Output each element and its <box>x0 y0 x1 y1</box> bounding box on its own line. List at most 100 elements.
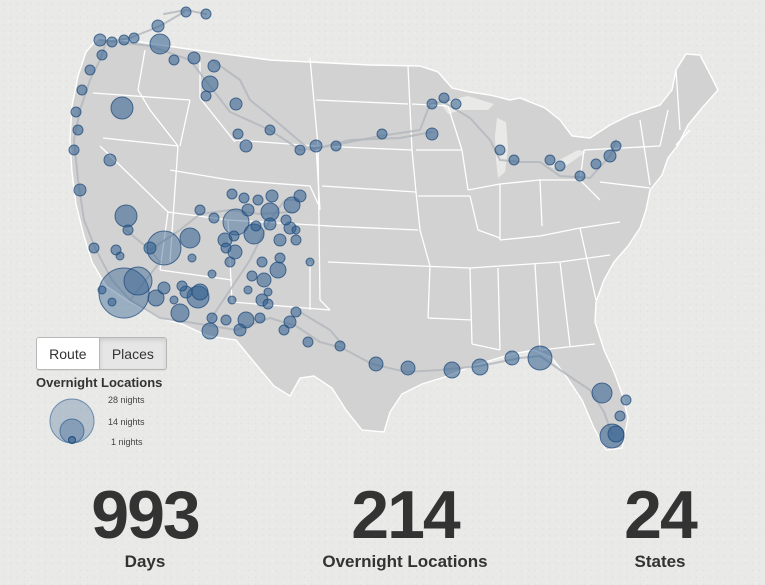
overnight-location-marker[interactable] <box>200 90 212 102</box>
overnight-location-marker[interactable] <box>330 140 342 152</box>
overnight-location-marker[interactable] <box>114 204 138 228</box>
overnight-location-marker[interactable] <box>224 256 236 268</box>
overnight-location-marker[interactable] <box>265 189 279 203</box>
route-button[interactable]: Route <box>37 338 100 369</box>
overnight-location-marker[interactable] <box>290 234 302 246</box>
overnight-location-marker[interactable] <box>180 6 192 18</box>
overnight-location-marker[interactable] <box>191 283 209 301</box>
us-map[interactable] <box>0 0 765 470</box>
overnight-location-marker[interactable] <box>278 324 290 336</box>
overnight-location-marker[interactable] <box>241 203 255 217</box>
overnight-location-marker[interactable] <box>103 153 117 167</box>
overnight-location-marker[interactable] <box>544 154 556 166</box>
overnight-location-marker[interactable] <box>263 287 273 297</box>
overnight-location-marker[interactable] <box>250 220 262 232</box>
overnight-location-marker[interactable] <box>554 160 566 172</box>
overnight-location-marker[interactable] <box>73 183 87 197</box>
overnight-location-marker[interactable] <box>128 32 140 44</box>
overnight-location-marker[interactable] <box>273 233 287 247</box>
overnight-location-marker[interactable] <box>264 124 276 136</box>
overnight-location-marker[interactable] <box>243 285 253 295</box>
overnight-location-marker[interactable] <box>96 49 108 61</box>
overnight-location-marker[interactable] <box>254 312 266 324</box>
overnight-location-marker[interactable] <box>256 256 268 268</box>
overnight-location-marker[interactable] <box>574 170 586 182</box>
overnight-location-marker[interactable] <box>208 212 220 224</box>
overnight-location-marker[interactable] <box>443 361 461 379</box>
overnight-location-marker[interactable] <box>200 8 212 20</box>
overnight-location-marker[interactable] <box>376 128 388 140</box>
overnight-location-marker[interactable] <box>256 272 272 288</box>
overnight-location-marker[interactable] <box>400 360 416 376</box>
overnight-location-marker[interactable] <box>220 314 232 326</box>
overnight-location-marker[interactable] <box>72 124 84 136</box>
overnight-location-marker[interactable] <box>368 356 384 372</box>
overnight-location-marker[interactable] <box>147 289 165 307</box>
overnight-location-marker[interactable] <box>201 75 219 93</box>
overnight-location-marker[interactable] <box>263 217 277 231</box>
overnight-location-marker[interactable] <box>269 261 287 279</box>
overnight-location-marker[interactable] <box>122 224 134 236</box>
overnight-location-marker[interactable] <box>494 144 506 156</box>
overnight-location-markers[interactable] <box>68 6 632 449</box>
overnight-location-marker[interactable] <box>294 144 306 156</box>
overnight-location-marker[interactable] <box>290 306 302 318</box>
overnight-location-marker[interactable] <box>610 140 622 152</box>
overnight-location-marker[interactable] <box>207 269 217 279</box>
overnight-location-marker[interactable] <box>143 241 157 255</box>
overnight-location-marker[interactable] <box>283 315 297 329</box>
overnight-location-marker[interactable] <box>309 139 323 153</box>
overnight-location-marker[interactable] <box>262 298 274 310</box>
overnight-location-marker[interactable] <box>176 280 188 292</box>
overnight-location-marker[interactable] <box>227 295 237 305</box>
overnight-location-marker[interactable] <box>426 98 438 110</box>
overnight-location-marker[interactable] <box>179 227 201 249</box>
overnight-location-marker[interactable] <box>168 54 180 66</box>
overnight-location-marker[interactable] <box>471 358 489 376</box>
overnight-location-marker[interactable] <box>252 194 264 206</box>
overnight-location-marker[interactable] <box>233 323 247 337</box>
overnight-location-marker[interactable] <box>620 394 632 406</box>
overnight-location-marker[interactable] <box>508 154 520 166</box>
overnight-location-marker[interactable] <box>334 340 346 352</box>
overnight-location-marker[interactable] <box>70 106 82 118</box>
overnight-location-marker[interactable] <box>201 322 219 340</box>
overnight-location-marker[interactable] <box>527 345 553 371</box>
overnight-location-marker[interactable] <box>149 33 171 55</box>
overnight-location-marker[interactable] <box>68 144 80 156</box>
overnight-location-marker[interactable] <box>76 84 88 96</box>
overnight-location-marker[interactable] <box>293 189 307 203</box>
overnight-location-marker[interactable] <box>170 303 190 323</box>
overnight-location-marker[interactable] <box>280 214 292 226</box>
overnight-location-marker[interactable] <box>157 281 171 295</box>
overnight-location-marker[interactable] <box>603 149 617 163</box>
overnight-location-marker[interactable] <box>504 350 520 366</box>
overnight-location-marker[interactable] <box>590 158 602 170</box>
overnight-location-marker[interactable] <box>115 251 125 261</box>
overnight-location-marker[interactable] <box>169 295 179 305</box>
overnight-location-marker[interactable] <box>246 270 258 282</box>
overnight-location-marker[interactable] <box>238 192 250 204</box>
overnight-location-marker[interactable] <box>228 230 240 242</box>
overnight-location-marker[interactable] <box>118 34 130 46</box>
overnight-location-marker[interactable] <box>232 128 244 140</box>
places-button[interactable]: Places <box>99 338 166 369</box>
overnight-location-marker[interactable] <box>291 225 301 235</box>
overnight-location-marker[interactable] <box>84 64 96 76</box>
overnight-location-marker[interactable] <box>151 19 165 33</box>
overnight-location-marker[interactable] <box>438 92 450 104</box>
overnight-location-marker[interactable] <box>194 204 206 216</box>
overnight-location-marker[interactable] <box>207 59 221 73</box>
overnight-location-marker[interactable] <box>88 242 100 254</box>
overnight-location-marker[interactable] <box>220 242 232 254</box>
overnight-location-marker[interactable] <box>206 312 218 324</box>
overnight-location-marker[interactable] <box>187 253 197 263</box>
overnight-location-marker[interactable] <box>425 127 439 141</box>
overnight-location-marker[interactable] <box>229 97 243 111</box>
overnight-location-marker[interactable] <box>305 257 315 267</box>
overnight-location-marker[interactable] <box>239 139 253 153</box>
overnight-location-marker[interactable] <box>607 425 625 443</box>
overnight-location-marker[interactable] <box>107 297 117 307</box>
overnight-location-marker[interactable] <box>226 188 238 200</box>
overnight-location-marker[interactable] <box>187 51 201 65</box>
